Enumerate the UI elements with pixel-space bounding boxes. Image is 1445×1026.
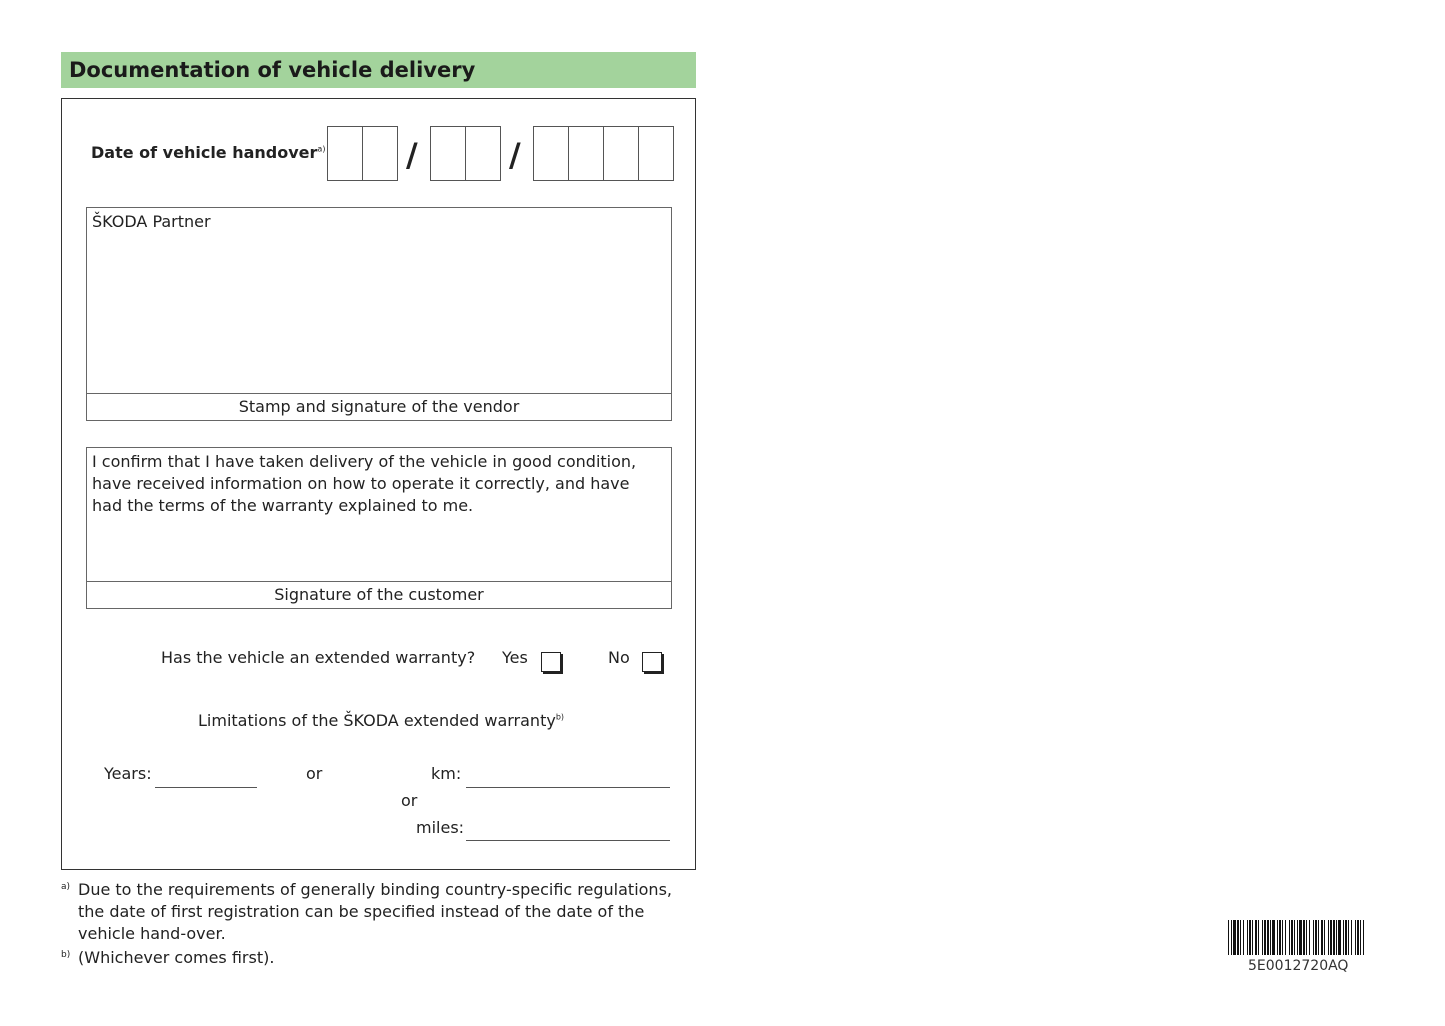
barcode-bar: [1252, 920, 1253, 955]
vendor-caption: Stamp and signature of the vendor: [87, 393, 671, 420]
barcode-bar: [1277, 920, 1278, 955]
barcode-bar: [1270, 920, 1271, 955]
barcode-bar: [1357, 920, 1359, 955]
section-title: Documentation of vehicle delivery: [69, 58, 476, 82]
barcode-bar: [1285, 920, 1286, 955]
barcode-bar: [1262, 920, 1263, 955]
no-checkbox[interactable]: [642, 652, 662, 672]
years-label: Years:: [104, 764, 152, 783]
day-field[interactable]: [327, 126, 398, 181]
barcode-bar: [1279, 920, 1281, 955]
year-field[interactable]: [533, 126, 674, 181]
footnote-mark: b): [555, 712, 565, 722]
barcode-bar: [1258, 920, 1259, 955]
date-separator: /: [509, 136, 521, 174]
barcode-bar: [1240, 920, 1241, 955]
footnote-mark: a): [61, 882, 71, 892]
date-label: Date of vehicle handovera): [91, 143, 325, 162]
vendor-stamp-box[interactable]: ŠKODA Partner Stamp and signature of the…: [86, 207, 672, 421]
barcode-number: 5E0012720AQ: [1248, 958, 1349, 974]
vendor-title: ŠKODA Partner: [92, 212, 211, 231]
barcode-bar: [1336, 920, 1337, 955]
km-label: km:: [431, 764, 462, 783]
barcode-bar: [1343, 920, 1344, 955]
miles-label: miles:: [416, 818, 465, 837]
customer-confirmation: I confirm that I have taken delivery of …: [92, 452, 637, 515]
barcode-bar: [1247, 920, 1248, 955]
date-label-text: Date of vehicle handover: [91, 143, 318, 162]
barcode-bar: [1315, 920, 1317, 955]
limitations-text: Limitations of the ŠKODA extended warran…: [198, 711, 556, 730]
barcode-bar: [1249, 920, 1251, 955]
footnote-a: Due to the requirements of generally bin…: [78, 880, 672, 943]
no-label: No: [608, 648, 630, 667]
barcode-bar: [1328, 920, 1329, 955]
barcode-bar: [1255, 920, 1257, 955]
barcode-bar: [1338, 920, 1341, 955]
yes-label: Yes: [502, 648, 528, 667]
barcode-bar: [1243, 920, 1244, 955]
barcode-bar: [1360, 920, 1361, 955]
warranty-question: Has the vehicle an extended warranty?: [161, 648, 476, 667]
barcode-bar: [1299, 920, 1302, 955]
form-frame: [61, 98, 696, 870]
footnote-b: (Whichever comes first).: [78, 948, 275, 967]
barcode-bar: [1313, 920, 1314, 955]
month-field[interactable]: [430, 126, 501, 181]
km-field[interactable]: [466, 787, 670, 788]
barcode-bar: [1231, 920, 1232, 955]
barcode-bar: [1318, 920, 1319, 955]
barcode-bar: [1233, 920, 1236, 955]
date-separator: /: [406, 136, 418, 174]
barcode-bar: [1282, 920, 1283, 955]
barcode-bar: [1355, 920, 1356, 955]
barcode-bar: [1272, 920, 1275, 955]
or-text: or: [401, 791, 418, 810]
barcode-bar: [1228, 920, 1229, 955]
barcode-bar: [1321, 920, 1323, 955]
footnote-mark: a): [317, 144, 326, 154]
barcode-bar: [1289, 920, 1290, 955]
footnote-mark: b): [61, 950, 71, 960]
years-field[interactable]: [155, 787, 257, 788]
barcode-bar: [1333, 920, 1335, 955]
yes-checkbox[interactable]: [541, 652, 561, 672]
barcode-icon: [1228, 920, 1364, 955]
customer-signature-box[interactable]: I confirm that I have taken delivery of …: [86, 447, 672, 609]
barcode-bar: [1267, 920, 1269, 955]
barcode-bar: [1297, 920, 1298, 955]
barcode-bar: [1237, 920, 1239, 955]
barcode-bar: [1291, 920, 1293, 955]
barcode-bar: [1294, 920, 1295, 955]
section-header: Documentation of vehicle delivery: [61, 52, 696, 88]
barcode-bar: [1324, 920, 1325, 955]
customer-caption: Signature of the customer: [87, 581, 671, 608]
or-text: or: [306, 764, 323, 783]
miles-field[interactable]: [466, 840, 670, 841]
barcode-bar: [1306, 920, 1307, 955]
barcode-bar: [1264, 920, 1266, 955]
limitations-label: Limitations of the ŠKODA extended warran…: [198, 711, 564, 730]
barcode-bar: [1348, 920, 1349, 955]
barcode-bar: [1309, 920, 1310, 955]
barcode-bar: [1363, 920, 1364, 955]
barcode-bar: [1303, 920, 1305, 955]
barcode-bar: [1351, 920, 1352, 955]
barcode-bar: [1330, 920, 1332, 955]
barcode-bar: [1345, 920, 1347, 955]
